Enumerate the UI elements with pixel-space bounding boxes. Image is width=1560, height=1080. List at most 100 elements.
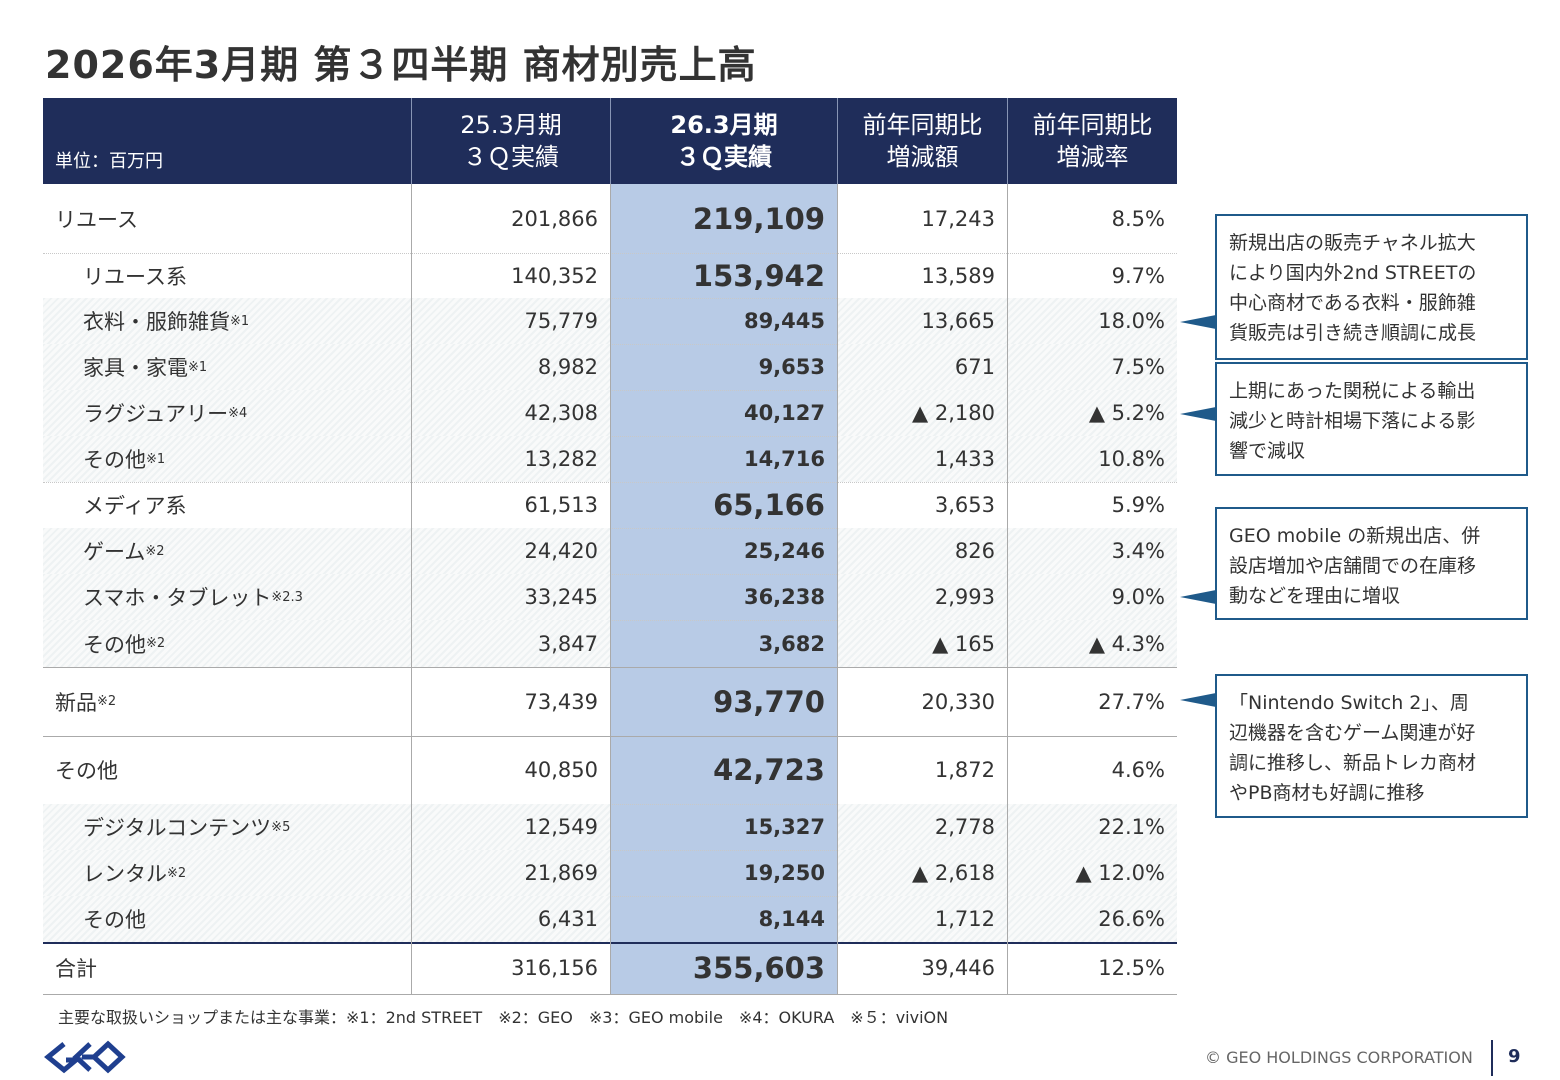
cell: 89,445 xyxy=(743,309,825,333)
cell: 39,446 xyxy=(921,956,995,980)
cell: ▲ 5.2% xyxy=(1088,401,1165,425)
label-text: 衣料・服飾雑貨 xyxy=(83,310,230,334)
cell: 75,779 xyxy=(524,309,598,333)
cell: 13,282 xyxy=(524,447,598,471)
callout-line: 減少と時計相場下落による影 xyxy=(1229,410,1476,432)
label-text: その他 xyxy=(83,908,146,932)
note: ※4 xyxy=(228,405,248,421)
row-label: その他 xyxy=(43,896,411,942)
header-cell: 単位：百万円 xyxy=(43,98,411,184)
cell: 355,603 xyxy=(692,951,825,985)
cell: 153,942 xyxy=(692,258,825,293)
label-text: リユース系 xyxy=(83,264,187,289)
row-label: ゲーム ※2 xyxy=(43,528,411,574)
cell: 13,589 xyxy=(921,263,995,288)
header-cell: 前年同期比 増減率 xyxy=(1007,98,1177,184)
cell: 12.5% xyxy=(1098,956,1165,980)
note: ※2 xyxy=(97,694,117,709)
cell: ▲ 2,618 xyxy=(912,861,995,885)
cell: 8,982 xyxy=(537,355,598,379)
row-label: その他 ※1 xyxy=(43,436,411,482)
cell: 140,352 xyxy=(511,263,598,288)
cell: 42,308 xyxy=(524,401,598,425)
cell: 6,431 xyxy=(537,907,598,931)
note: ※1 xyxy=(230,313,250,329)
cell: 73,439 xyxy=(524,689,598,714)
row-bg xyxy=(43,344,610,390)
cell: 65,166 xyxy=(713,488,825,522)
callout-line: 響で減収 xyxy=(1229,440,1306,462)
cell: 201,866 xyxy=(511,206,598,231)
cell: 3,847 xyxy=(537,631,598,656)
cell: ▲ 4.3% xyxy=(1088,631,1165,656)
cell: 2,993 xyxy=(934,585,995,609)
cell: 20,330 xyxy=(921,689,995,714)
cell: 10.8% xyxy=(1098,447,1165,471)
cell: 8.5% xyxy=(1111,206,1165,231)
note: ※2 xyxy=(167,865,187,881)
header-cell: 25.3月期 ３Ｑ実績 xyxy=(411,98,610,184)
cell: ▲ 12.0% xyxy=(1075,861,1165,885)
callout-pointer xyxy=(1180,590,1216,604)
note: ※2 xyxy=(145,543,165,559)
callout-pointer xyxy=(1180,693,1216,707)
label-text: リユース xyxy=(55,207,138,232)
row-label: その他 ※2 xyxy=(43,620,411,667)
cell: 40,127 xyxy=(743,401,825,425)
label-text: デジタルコンテンツ xyxy=(83,816,272,840)
cell: 42,723 xyxy=(713,753,825,787)
row-label: スマホ・タブレット ※2.3 xyxy=(43,574,411,620)
cell: 1,712 xyxy=(934,907,995,931)
title: 2026年3月期 第３四半期 商材別売上高 xyxy=(45,43,757,87)
unit-label: 単位：百万円 xyxy=(55,151,163,172)
callout-line: 上期にあった関税による輸出 xyxy=(1229,380,1476,402)
callout: 新規出店の販売チャネル拡大 により国内外2nd STREETの 中心商材である衣料・… xyxy=(1215,214,1528,360)
callout-line: 中心商材である衣料・服飾雑 xyxy=(1229,292,1476,314)
cell: 17,243 xyxy=(921,206,995,231)
note: ※2.3 xyxy=(271,589,303,605)
column-divider xyxy=(610,184,611,994)
row-label: 新品 ※2 xyxy=(43,667,411,736)
cell: 25,246 xyxy=(743,539,825,563)
label-text: ラグジュアリー xyxy=(83,402,229,426)
cell: 219,109 xyxy=(692,201,825,236)
callout-line: 貨販売は引き続き順調に成長 xyxy=(1229,322,1477,344)
cell: 27.7% xyxy=(1098,689,1165,714)
callout: GEO mobile の新規出店、併 設店増加や店舗間での在庫移 動などを理由に増収 xyxy=(1215,507,1528,620)
row-label: レンタル ※2 xyxy=(43,850,411,896)
cell: ▲ 165 xyxy=(932,631,995,656)
cell: 3,653 xyxy=(934,493,995,517)
row-bg xyxy=(43,896,610,942)
header-text: 増減額 xyxy=(886,143,959,171)
cell: 9.0% xyxy=(1111,585,1165,609)
cell: 671 xyxy=(954,355,995,379)
row-bg xyxy=(43,850,610,896)
cell: 14,716 xyxy=(743,447,825,471)
cell: 61,513 xyxy=(524,493,598,517)
divider xyxy=(1491,1040,1493,1076)
cell: 826 xyxy=(954,539,995,563)
cell: 3,682 xyxy=(758,631,825,656)
cell: 40,850 xyxy=(524,758,598,782)
cell: 8,144 xyxy=(758,907,825,931)
header-text: ３Ｑ実績 xyxy=(463,143,559,171)
row-bg xyxy=(43,436,610,482)
label-text: レンタル xyxy=(83,862,167,886)
row-label: メディア系 xyxy=(43,482,411,528)
label-text: ゲーム xyxy=(83,540,146,564)
highlight-column xyxy=(610,184,837,994)
callout: 「Nintendo Switch 2」、周 辺機器を含むゲーム関連が好 調に推移し、… xyxy=(1215,674,1528,818)
row-label: ラグジュアリー ※4 xyxy=(43,390,411,436)
cell: 15,327 xyxy=(743,815,825,839)
callout-line: 設店増加や店舗間での在庫移 xyxy=(1229,555,1477,577)
header-text: 26.3月期 xyxy=(670,111,778,139)
logo xyxy=(44,1040,126,1074)
note: ※1 xyxy=(146,451,166,467)
label-text: その他 xyxy=(55,759,118,783)
label-text: その他 xyxy=(83,632,146,657)
cell: 36,238 xyxy=(743,585,825,609)
note: ※5 xyxy=(271,819,291,835)
callout-line: により国内外2nd STREETの xyxy=(1229,262,1477,284)
column-divider xyxy=(411,184,412,994)
cell: 5.9% xyxy=(1111,493,1165,517)
